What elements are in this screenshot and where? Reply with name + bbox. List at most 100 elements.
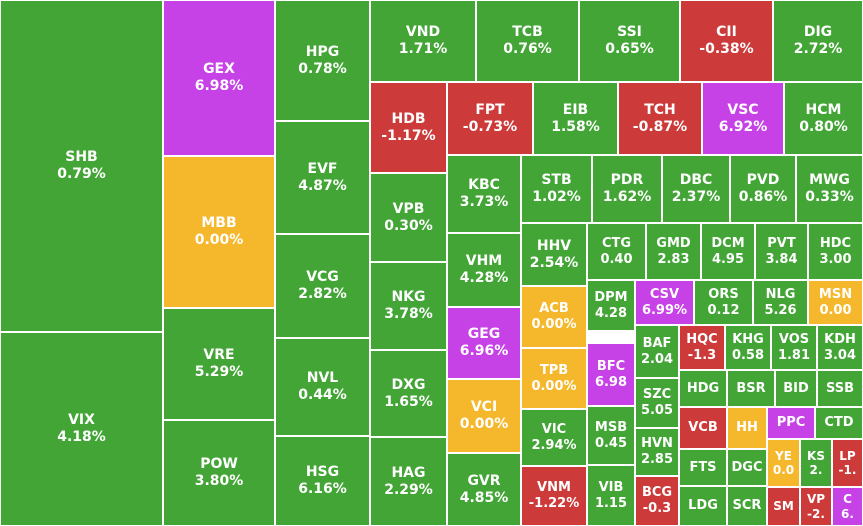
ticker-label: HHV [536,237,572,254]
tile-hvn[interactable]: HVN 2.85 [635,428,679,476]
tile-hdg[interactable]: HDG [679,370,727,407]
tile-evf[interactable]: EVF 4.87% [275,121,370,234]
tile-bfc[interactable]: BFC 6.98 [587,343,635,406]
tile-hh[interactable]: HH [727,407,767,449]
tile-stb[interactable]: STB 1.02% [521,155,592,223]
tile-ldg[interactable]: LDG [679,486,727,526]
tile-pow[interactable]: POW 3.80% [163,420,275,526]
change-label: 4.95 [711,251,745,267]
tile-hsg[interactable]: HSG 6.16% [275,436,370,526]
tile-hhv[interactable]: HHV 2.54% [521,223,587,286]
tile-geg[interactable]: GEG 6.96% [447,307,521,379]
change-label: 4.87% [298,177,347,194]
ticker-label: VNM [537,480,571,496]
tile-vsc[interactable]: VSC 6.92% [702,82,784,155]
tile-dbc[interactable]: DBC 2.37% [662,155,730,223]
ticker-label: HQC [686,331,718,347]
tile-mwg[interactable]: MWG 0.33% [796,155,863,223]
tile-hcm[interactable]: HCM 0.80% [784,82,863,155]
tile-tpb[interactable]: TPB 0.00% [521,348,587,409]
tile-szc[interactable]: SZC 5.05 [635,378,679,428]
change-label: 0.76% [503,41,552,57]
ticker-label: PVT [767,235,796,251]
tile-khg[interactable]: KHG 0.58 [725,325,771,370]
tile-baf[interactable]: BAF 2.04 [635,325,679,378]
tile-ssb[interactable]: SSB [817,370,863,407]
tile-eib[interactable]: EIB 1.58% [533,82,618,155]
tile-vre[interactable]: VRE 5.29% [163,308,275,420]
tile-dxg[interactable]: DXG 1.65% [370,350,447,437]
tile-bsr[interactable]: BSR [727,370,775,407]
tile-dgc[interactable]: DGC [727,449,767,486]
tile-mbb[interactable]: MBB 0.00% [163,156,275,308]
tile-nlg[interactable]: NLG 5.26 [753,280,808,325]
tile-kbc[interactable]: KBC 3.73% [447,155,521,233]
tile-gvr[interactable]: GVR 4.85% [447,453,521,526]
tile-c[interactable]: C 6. [832,487,863,526]
tile-pvt[interactable]: PVT 3.84 [755,223,808,280]
tile-ssi[interactable]: SSI 0.65% [579,0,680,82]
tile-acb[interactable]: ACB 0.00% [521,286,587,348]
tile-vib[interactable]: VIB 1.15 [587,465,635,526]
tile-dpm[interactable]: DPM 4.28 [587,280,635,331]
change-label: 0.58 [731,347,765,363]
tile-hqc[interactable]: HQC -1.3 [679,325,725,370]
tile-nvl[interactable]: NVL 0.44% [275,338,370,436]
tile-ppc[interactable]: PPC [767,407,815,439]
change-label: 0.33% [805,189,854,205]
tile-ctg[interactable]: CTG 0.40 [587,223,646,280]
tile-fpt[interactable]: FPT -0.73% [447,82,533,155]
change-label: 0.12 [707,302,740,318]
tile-vhm[interactable]: VHM 4.28% [447,233,521,307]
tile-vos[interactable]: VOS 1.81 [771,325,817,370]
tile-hpg[interactable]: HPG 0.78% [275,0,370,121]
tile-ks[interactable]: KS 2. [800,439,832,487]
ticker-label: C [843,492,852,507]
tile-hdc[interactable]: HDC 3.00 [808,223,863,280]
tile-gmd[interactable]: GMD 2.83 [646,223,701,280]
tile-lp[interactable]: LP -1. [832,439,863,487]
tile-pdr[interactable]: PDR 1.62% [592,155,662,223]
ticker-label: YE [775,448,792,463]
tile-msb[interactable]: MSB 0.45 [587,406,635,465]
tile-vp[interactable]: VP -2. [800,487,832,526]
tile-vci[interactable]: VCI 0.00% [447,379,521,453]
change-label: 0.78% [298,60,347,77]
tile-bcg[interactable]: BCG -0.3 [635,476,679,526]
tile-shb[interactable]: SHB 0.79% [0,0,163,332]
tile-ors[interactable]: ORS 0.12 [694,280,753,325]
tile-hag[interactable]: HAG 2.29% [370,437,447,526]
tile-ye[interactable]: YE 0.0 [767,439,800,487]
tile-tcb[interactable]: TCB 0.76% [476,0,579,82]
change-label: 0.00 [819,302,852,318]
tile-fts[interactable]: FTS [679,449,727,486]
tile-scr[interactable]: SCR [727,486,767,526]
ticker-label: GMD [656,235,691,251]
tile-cii[interactable]: CII -0.38% [680,0,773,82]
change-label: 6.16% [298,481,347,497]
tile-vic[interactable]: VIC 2.94% [521,409,587,466]
tile-gex[interactable]: GEX 6.98% [163,0,275,156]
change-label: 2.83 [657,251,690,267]
tile-kdh[interactable]: KDH 3.04 [817,325,863,370]
tile-vpb[interactable]: VPB 0.30% [370,173,447,262]
tile-csv[interactable]: CSV 6.99% [635,280,694,325]
ticker-label: LDG [688,498,718,514]
ticker-label: EVF [307,160,338,177]
tile-sm[interactable]: SM [767,487,800,526]
tile-msn[interactable]: MSN 0.00 [808,280,863,325]
tile-vcb[interactable]: VCB [679,407,727,449]
tile-vnm[interactable]: VNM -1.22% [521,466,587,526]
tile-vix[interactable]: VIX 4.18% [0,332,163,526]
tile-nkg[interactable]: NKG 3.78% [370,262,447,350]
tile-hdb[interactable]: HDB -1.17% [370,82,447,173]
tile-bid[interactable]: BID [775,370,817,407]
tile-dig[interactable]: DIG 2.72% [773,0,863,82]
tile-vnd[interactable]: VND 1.71% [370,0,476,82]
tile-pvd[interactable]: PVD 0.86% [730,155,796,223]
change-label: 5.05 [640,403,674,418]
tile-tch[interactable]: TCH -0.87% [618,82,702,155]
tile-dcm[interactable]: DCM 4.95 [701,223,755,280]
tile-vcg[interactable]: VCG 2.82% [275,234,370,338]
tile-ctd[interactable]: CTD [815,407,863,439]
